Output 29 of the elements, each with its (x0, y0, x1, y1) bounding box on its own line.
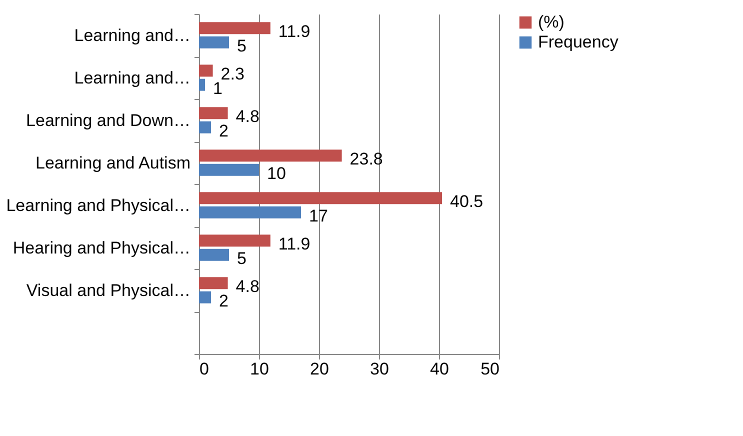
data-label: 1 (213, 78, 222, 98)
x-tick-label: 20 (310, 360, 329, 378)
y-tick-label: Visual and Physical… (26, 280, 190, 300)
x-tick-label: 30 (370, 360, 389, 378)
y-tick-label: Hearing and Physical… (12, 238, 190, 258)
data-label: 17 (309, 206, 328, 226)
data-label: 23.8 (350, 150, 383, 169)
x-tick-label: 40 (430, 360, 449, 378)
data-label: 2.3 (220, 64, 244, 84)
y-tick-label: Learning and Autism (36, 153, 190, 172)
legend-label: (%) (538, 12, 564, 32)
x-tick-label: 50 (480, 360, 500, 378)
data-label: 11.9 (278, 22, 310, 42)
data-label: 2 (219, 121, 228, 140)
data-label: 2 (219, 291, 228, 310)
data-label: 4.8 (236, 277, 260, 296)
x-tick-label: 10 (250, 360, 269, 378)
data-label: 11.9 (278, 234, 310, 254)
y-tick-label: Learning and… (74, 68, 190, 88)
data-label: 4.8 (236, 107, 260, 126)
data-label: 10 (267, 164, 286, 183)
data-label: 40.5 (450, 192, 484, 212)
y-tick-label: Learning and Physical… (6, 196, 190, 215)
data-label: 5 (237, 36, 246, 56)
x-tick-label: 0 (200, 360, 209, 378)
y-tick-label: Learning and… (74, 26, 190, 45)
legend-label: Frequency (538, 32, 619, 52)
y-tick-label: Learning and Down… (26, 110, 190, 130)
data-label: 5 (237, 248, 246, 268)
